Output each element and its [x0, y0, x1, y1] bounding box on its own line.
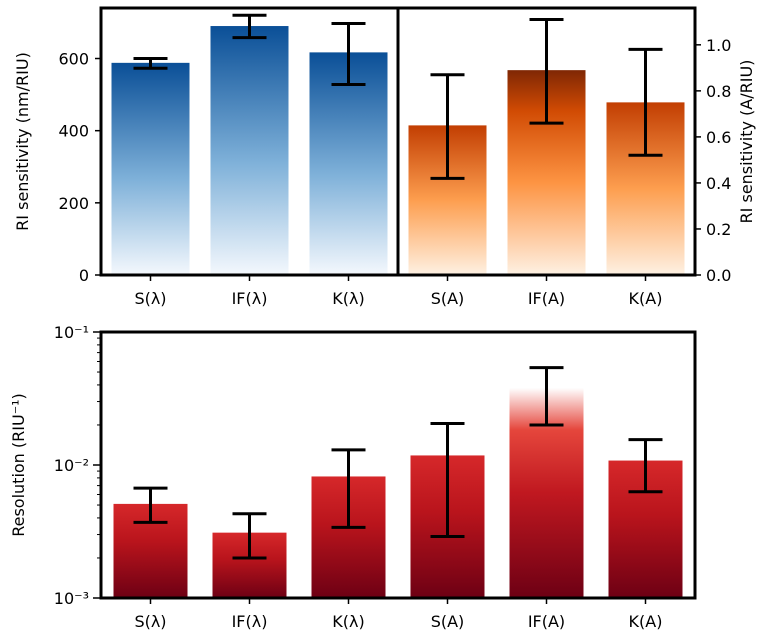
ytick-label-4: 0.8	[706, 82, 731, 101]
xtick-label-4: IF(A)	[528, 612, 565, 631]
y-axis-label: RI sensitivity (A/RIU)	[737, 60, 756, 224]
sensitivity-wavelength-panel: S(λ) IF(λ) K(λ) 0 200 400 600 RI sensitivity (n…	[13, 6, 400, 308]
ytick-label-1: 10⁻²	[54, 456, 89, 475]
xtick-label-0: S(λ)	[134, 289, 166, 308]
xtick-label-2: K(λ)	[332, 289, 364, 308]
ytick-label-5: 1.0	[706, 36, 731, 55]
xtick-label-2: K(λ)	[332, 612, 364, 631]
ytick-label-1: 200	[58, 194, 89, 213]
xtick-label-1: IF(λ)	[232, 612, 268, 631]
ytick-label-2: 0.4	[706, 174, 731, 193]
xtick-label-0: S(A)	[431, 289, 465, 308]
xtick-label-5: K(A)	[629, 612, 663, 631]
resolution-panel: S(λ) IF(λ) K(λ) S(A) IF(A) K(A) 10⁻³ 10⁻² 10⁻¹ Re…	[9, 323, 697, 631]
y-axis-label: RI sensitivity (nm/RIU)	[13, 52, 32, 231]
bar-0	[111, 62, 190, 275]
bar-2	[309, 52, 388, 275]
ytick-label-1: 0.2	[706, 220, 731, 239]
bar-1	[210, 26, 289, 275]
plot-frame	[99, 330, 697, 600]
xtick-label-3: S(A)	[431, 612, 465, 631]
y-axis-label: Resolution (RIU⁻¹)	[9, 393, 28, 537]
plot-frame	[396, 6, 697, 277]
ytick-label-2: 10⁻¹	[54, 323, 89, 342]
xtick-label-1: IF(λ)	[232, 289, 268, 308]
xtick-label-1: IF(A)	[528, 289, 565, 308]
xtick-label-2: K(A)	[629, 289, 663, 308]
ytick-label-3: 600	[58, 50, 89, 69]
sensitivity-amplitude-panel: S(A) IF(A) K(A) 0.0 0.2 0.4 0.6 0.8 1.0 RI sensit…	[396, 6, 756, 308]
ytick-label-2: 400	[58, 122, 89, 141]
ytick-label-0: 0.0	[706, 266, 731, 285]
ytick-label-0: 0	[79, 266, 89, 285]
ytick-label-0: 10⁻³	[54, 589, 89, 608]
xtick-label-0: S(λ)	[134, 612, 166, 631]
ytick-label-3: 0.6	[706, 128, 731, 147]
